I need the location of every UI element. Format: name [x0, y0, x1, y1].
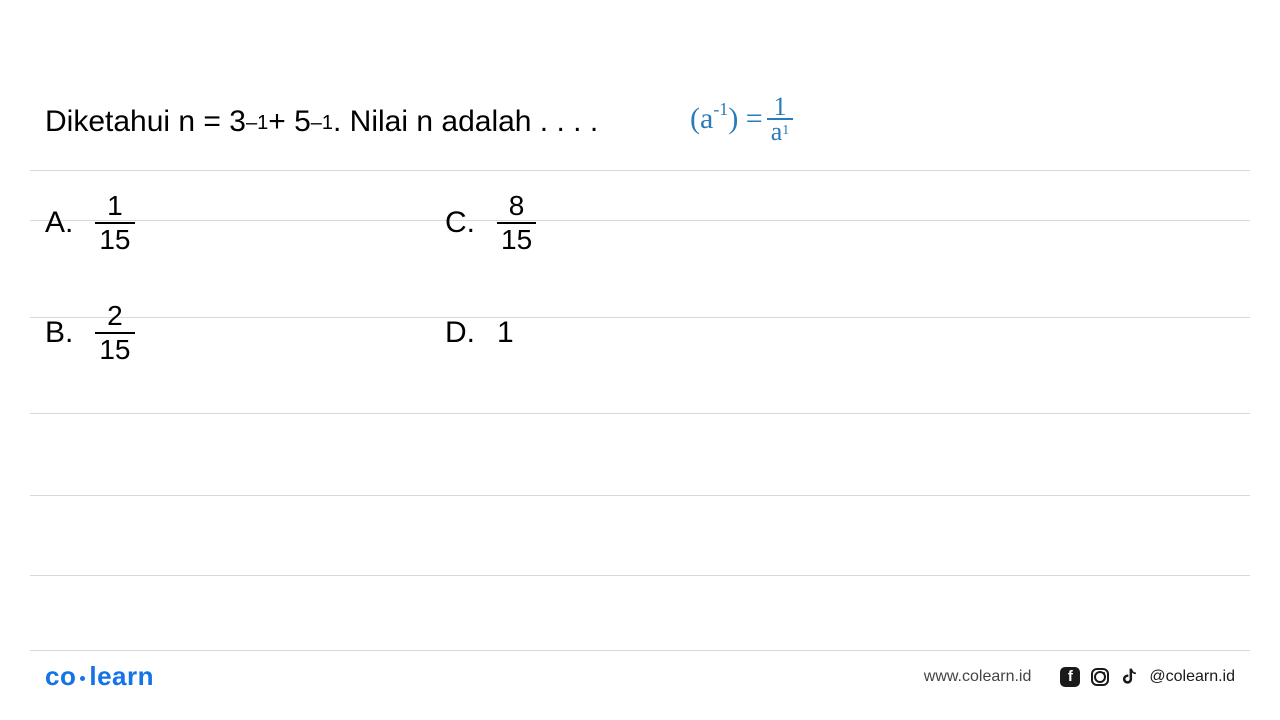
- question-suffix: . Nilai n adalah . . . .: [333, 105, 598, 139]
- option-a-letter: A.: [45, 206, 73, 240]
- question-exp2: –1: [311, 112, 333, 135]
- option-c-den: 15: [497, 222, 536, 254]
- answer-options: A. 1 15 C. 8 15 B. 2 15 D. 1: [45, 185, 745, 370]
- question-prefix: Diketahui n = 3: [45, 105, 246, 139]
- option-c-letter: C.: [445, 206, 475, 240]
- option-a-num: 1: [103, 192, 127, 222]
- question-exp1: –1: [246, 112, 268, 135]
- option-a-fraction: 1 15: [95, 192, 134, 254]
- option-a[interactable]: A. 1 15: [45, 185, 445, 260]
- footer-right: www.colearn.id f @colearn.id: [924, 666, 1235, 688]
- hw-exp-a: -1: [713, 99, 728, 120]
- logo-right: learn: [89, 661, 154, 691]
- option-b-den: 15: [95, 332, 134, 364]
- hw-rparen-eq: ) =: [728, 102, 762, 136]
- question-statement: Diketahui n = 3–1 + 5–1. Nilai n adalah …: [45, 105, 598, 139]
- option-c-num: 8: [505, 192, 529, 222]
- handwritten-annotation: (a-1) = 1 a1: [690, 95, 793, 144]
- option-b[interactable]: B. 2 15: [45, 295, 445, 370]
- option-d[interactable]: D. 1: [445, 295, 745, 370]
- rule-line: [30, 170, 1250, 171]
- social-links: f @colearn.id: [1059, 666, 1235, 688]
- logo-dot-icon: [80, 676, 85, 681]
- rule-line: [30, 575, 1250, 576]
- option-c-fraction: 8 15: [497, 192, 536, 254]
- rule-line: [30, 495, 1250, 496]
- option-a-den: 15: [95, 222, 134, 254]
- instagram-icon[interactable]: [1089, 666, 1111, 688]
- question-mid: + 5: [268, 105, 311, 139]
- option-b-fraction: 2 15: [95, 302, 134, 364]
- rule-line: [30, 650, 1250, 651]
- hw-frac-num: 1: [774, 95, 787, 118]
- footer: colearn www.colearn.id f @colearn.id: [45, 661, 1235, 692]
- social-handle: @colearn.id: [1149, 668, 1235, 686]
- facebook-icon[interactable]: f: [1059, 666, 1081, 688]
- rule-line: [30, 413, 1250, 414]
- option-c[interactable]: C. 8 15: [445, 185, 745, 260]
- brand-logo: colearn: [45, 661, 154, 692]
- hw-frac-den: a1: [767, 118, 794, 144]
- hw-lparen: (a: [690, 102, 713, 136]
- option-d-letter: D.: [445, 316, 475, 350]
- tiktok-icon[interactable]: [1119, 666, 1141, 688]
- option-d-value: 1: [497, 316, 514, 350]
- option-b-letter: B.: [45, 316, 73, 350]
- page-container: Diketahui n = 3–1 + 5–1. Nilai n adalah …: [0, 0, 1280, 720]
- logo-left: co: [45, 661, 76, 691]
- hw-fraction: 1 a1: [767, 95, 794, 144]
- option-b-num: 2: [103, 302, 127, 332]
- website-url: www.colearn.id: [924, 668, 1032, 686]
